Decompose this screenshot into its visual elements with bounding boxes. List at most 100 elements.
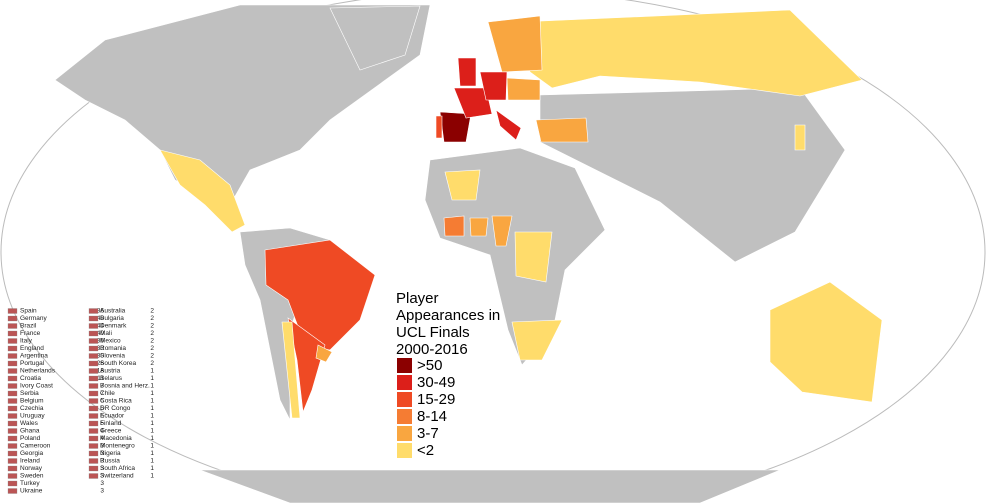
country-name: Mexico bbox=[100, 338, 121, 345]
country-region bbox=[479, 71, 508, 101]
appearance-count: 5 bbox=[100, 413, 104, 420]
flag bbox=[88, 473, 99, 479]
country-name: Belgium bbox=[20, 398, 43, 405]
flag bbox=[88, 405, 99, 412]
appearance-count: 40 bbox=[97, 330, 105, 337]
appearance-count: 1 bbox=[150, 383, 154, 390]
country-name: Montenegro bbox=[100, 443, 135, 450]
appearance-count: 11 bbox=[97, 375, 104, 382]
country-name: Croatia bbox=[20, 375, 41, 382]
appearance-count: 3 bbox=[100, 488, 104, 495]
flag bbox=[7, 413, 18, 419]
country-region bbox=[315, 344, 333, 363]
country-region bbox=[287, 317, 326, 413]
appearance-count: 33 bbox=[97, 345, 105, 352]
flag bbox=[7, 480, 18, 487]
country-name: Greece bbox=[100, 428, 122, 435]
flag bbox=[7, 323, 18, 329]
country-name: Uruguay bbox=[20, 413, 45, 420]
flag bbox=[7, 420, 18, 427]
country-region bbox=[769, 281, 883, 403]
country-name: Brazil bbox=[20, 323, 37, 330]
flag bbox=[88, 450, 99, 457]
flag bbox=[88, 383, 99, 389]
appearance-count: 5 bbox=[100, 420, 104, 427]
flag bbox=[88, 428, 99, 434]
appearance-count: 1 bbox=[150, 420, 154, 427]
flag bbox=[88, 368, 99, 374]
flag bbox=[7, 360, 18, 367]
country-region bbox=[506, 77, 541, 101]
flag bbox=[88, 465, 99, 472]
flag bbox=[88, 443, 99, 449]
appearance-count: 7 bbox=[100, 383, 104, 390]
country-region bbox=[329, 5, 421, 71]
appearance-count: 3 bbox=[100, 480, 104, 487]
country-name: Ireland bbox=[20, 458, 40, 465]
appearance-count: 1 bbox=[150, 443, 154, 450]
country-region bbox=[453, 87, 493, 119]
flag bbox=[7, 368, 18, 374]
country-region bbox=[281, 321, 301, 419]
flag bbox=[7, 435, 18, 442]
legend-swatch bbox=[397, 392, 412, 407]
country-region bbox=[159, 149, 246, 233]
appearance-count: 4 bbox=[100, 428, 104, 435]
appearance-count: 2 bbox=[150, 308, 154, 315]
country-name: Nigeria bbox=[100, 450, 121, 457]
appearance-count: 1 bbox=[150, 375, 154, 382]
country-name: Bulgaria bbox=[100, 315, 124, 322]
flag bbox=[7, 465, 18, 472]
flag bbox=[7, 450, 18, 457]
flag bbox=[88, 315, 99, 322]
flag bbox=[7, 488, 18, 494]
flag bbox=[88, 435, 99, 442]
country-name: Finland bbox=[100, 420, 122, 427]
flag bbox=[88, 353, 99, 359]
country-region bbox=[535, 117, 589, 143]
appearance-count: 18 bbox=[97, 368, 105, 375]
country-region bbox=[264, 239, 376, 351]
country-region bbox=[539, 87, 846, 263]
appearance-count: 4 bbox=[100, 435, 104, 442]
country-name: Georgia bbox=[20, 450, 44, 457]
legend-label: 15-29 bbox=[417, 391, 455, 408]
country-name: Romania bbox=[100, 345, 126, 352]
appearance-count: 1 bbox=[150, 435, 154, 442]
appearance-count: 49 bbox=[97, 315, 105, 322]
country-name: Slovenia bbox=[100, 353, 125, 360]
appearance-count: 1 bbox=[150, 450, 154, 457]
country-name: Denmark bbox=[100, 323, 127, 330]
country-name: DR Congo bbox=[100, 405, 131, 412]
flag bbox=[7, 398, 18, 404]
country-name: South Korea bbox=[100, 360, 137, 367]
country-name: Switzerland bbox=[100, 473, 134, 480]
flag bbox=[7, 308, 18, 314]
country-region bbox=[511, 319, 563, 361]
appearance-count: 1 bbox=[150, 368, 154, 375]
flag bbox=[88, 345, 99, 352]
flag bbox=[88, 338, 99, 344]
country-name: Austria bbox=[100, 368, 121, 375]
legend-swatch bbox=[397, 358, 412, 373]
legend-title: Player Appearances in UCL Finals 2000-20… bbox=[396, 290, 501, 358]
country-region bbox=[435, 115, 443, 139]
appearance-count: 2 bbox=[150, 338, 154, 345]
country-name: Poland bbox=[20, 435, 41, 442]
flag bbox=[7, 473, 18, 479]
legend-swatch bbox=[397, 426, 412, 441]
legend-swatch bbox=[397, 375, 412, 390]
flag bbox=[7, 428, 18, 434]
appearance-count: 2 bbox=[150, 360, 154, 367]
appearance-count: 2 bbox=[150, 353, 154, 360]
country-region bbox=[199, 469, 781, 503]
legend-swatch bbox=[397, 443, 412, 458]
flag bbox=[7, 390, 18, 397]
country-name: Sweden bbox=[20, 473, 44, 480]
appearance-count: 36 bbox=[97, 338, 105, 345]
country-name: Portugal bbox=[20, 360, 45, 367]
flag bbox=[7, 338, 18, 344]
flag bbox=[88, 398, 99, 404]
flag bbox=[88, 375, 99, 382]
country-name: England bbox=[20, 345, 44, 352]
